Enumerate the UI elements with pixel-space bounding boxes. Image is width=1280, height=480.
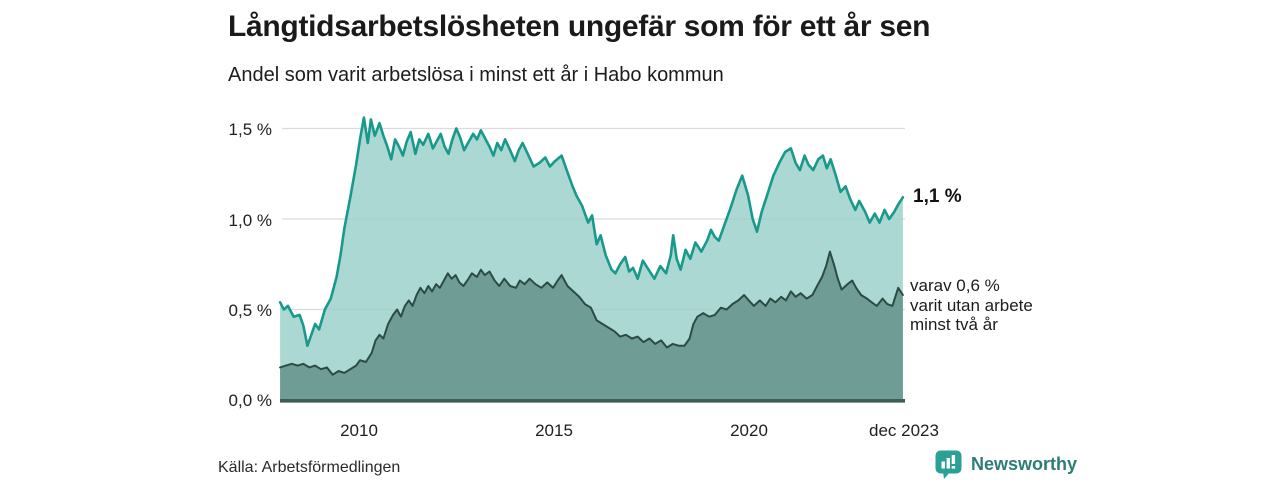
y-tick-label: 1,0 % — [228, 211, 272, 230]
series-end-value-label: 1,1 % — [913, 186, 962, 207]
newsworthy-logo[interactable]: Newsworthy — [934, 448, 1077, 480]
page-title: Långtidsarbetslösheten ungefär som för e… — [228, 10, 931, 43]
series-subset-annotation: varav 0,6 % varit utan arbete minst två … — [910, 276, 1033, 335]
newsworthy-logo-text: Newsworthy — [971, 454, 1078, 474]
x-tick-label: 2015 — [535, 421, 573, 440]
x-tick-label: 2010 — [340, 421, 378, 440]
x-tick-label: 2020 — [730, 421, 768, 440]
y-tick-label: 1,5 % — [228, 120, 272, 139]
area-fill-series-1 — [280, 251, 903, 400]
area-fill-series-0 — [280, 117, 903, 400]
chart-subtitle: Andel som varit arbetslösa i minst ett å… — [228, 64, 724, 86]
y-tick-label: 0,0 % — [228, 391, 272, 410]
x-tick-label: dec 2023 — [869, 421, 939, 440]
annotation-line: varav 0,6 % — [910, 276, 1000, 295]
line-series-0 — [278, 116, 905, 347]
annotation-line: minst två år — [910, 315, 998, 334]
source-attribution: Källa: Arbetsförmedlingen — [218, 459, 401, 476]
annotation-line: varit utan arbete — [910, 295, 1033, 315]
newsworthy-logo-icon — [935, 450, 962, 479]
line-series-1 — [279, 250, 904, 376]
y-tick-label: 0,5 % — [228, 301, 272, 320]
